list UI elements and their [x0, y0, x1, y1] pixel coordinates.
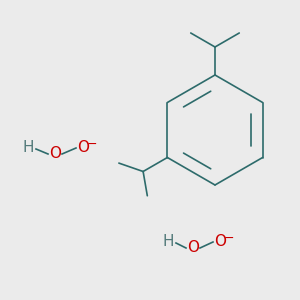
Text: H: H — [22, 140, 34, 155]
Text: O: O — [187, 241, 199, 256]
Text: O: O — [214, 235, 226, 250]
Text: O: O — [49, 146, 61, 161]
Text: −: − — [224, 232, 234, 244]
Text: H: H — [162, 235, 174, 250]
Text: −: − — [87, 137, 97, 151]
Text: O: O — [77, 140, 89, 155]
